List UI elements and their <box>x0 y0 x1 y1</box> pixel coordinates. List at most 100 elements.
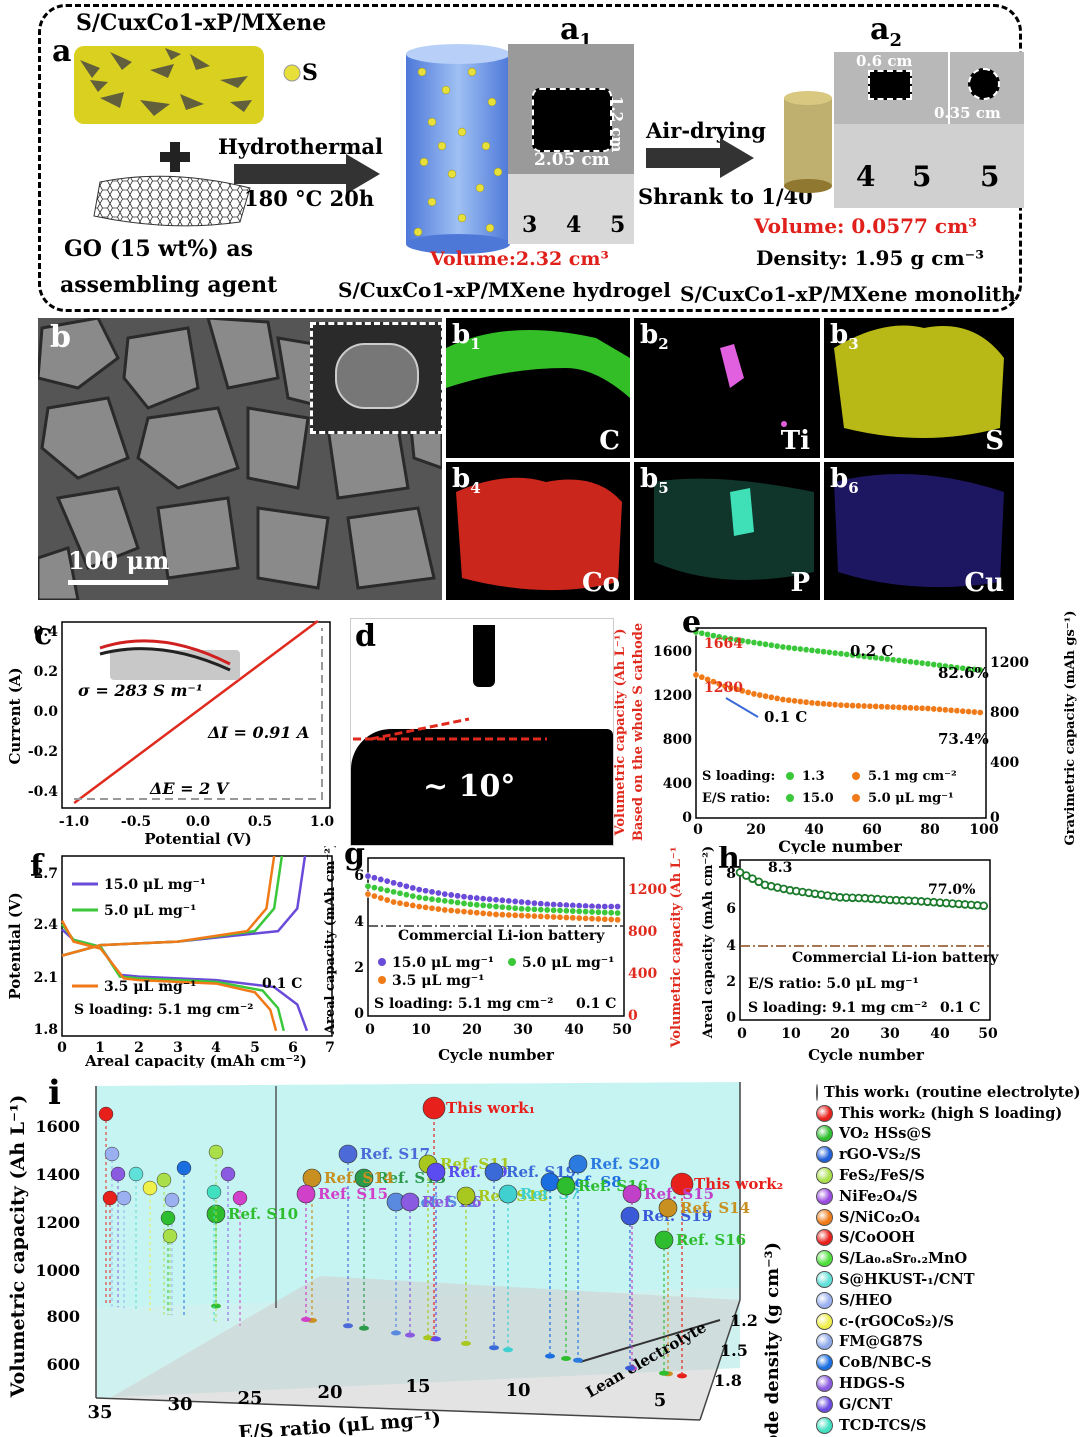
y-tick: 400 <box>663 776 692 792</box>
floor-shadow <box>625 1365 635 1371</box>
commercial-label: Commercial Li-ion battery <box>792 950 999 966</box>
x-tick: 30 <box>513 1022 533 1038</box>
floor <box>110 1276 740 1420</box>
cycle-marker <box>370 874 378 882</box>
legend-label: 3.5 μL mg⁻¹ <box>104 979 196 995</box>
map-label: b2 <box>640 320 669 354</box>
z-tick: 1400 <box>35 1165 80 1184</box>
reference-ball <box>128 1166 144 1182</box>
reference-label: Ref. S17 <box>360 1145 430 1163</box>
x-tick: 25 <box>237 1388 262 1409</box>
graphene-oxide-sheet-icon <box>93 175 251 227</box>
x-tick: 4 <box>211 1040 221 1056</box>
x-tick: 50 <box>612 1022 632 1038</box>
panel-a-label: a <box>52 34 72 69</box>
cycle-marker <box>537 912 545 920</box>
legend-marker <box>852 772 860 780</box>
legend-green: 15.0 <box>802 791 834 806</box>
legend-row: S/HEO <box>816 1290 1078 1311</box>
cycle-marker <box>569 914 577 922</box>
cycle-marker <box>441 890 449 898</box>
cycle-marker <box>767 693 775 701</box>
cycle-marker <box>473 909 481 917</box>
y-axis-label: Current (A) <box>6 667 24 764</box>
z-tick: 800 <box>47 1307 80 1326</box>
reference-ball <box>156 1172 172 1188</box>
y-tick: 6 <box>726 901 736 917</box>
floor-shadow <box>431 1336 441 1342</box>
rate-orange: 0.1 C <box>764 708 807 726</box>
y-tick: -0.2 <box>28 744 58 760</box>
cycle-marker <box>785 696 793 704</box>
x-axis-label: Potential (V) <box>144 830 251 846</box>
cycle-marker <box>965 708 973 716</box>
reference-ball <box>160 1210 176 1226</box>
legend-ball-icon <box>816 1312 833 1330</box>
cycle-marker <box>837 650 845 658</box>
rate-label: 0.1 C <box>262 976 302 992</box>
cycle-marker <box>530 905 538 913</box>
cycle-marker <box>762 640 770 648</box>
cycle-marker <box>907 658 915 666</box>
cycle-marker <box>825 648 833 656</box>
reference-ball <box>110 1166 126 1182</box>
hydrogel-caption: S/CuxCo1-xP/MXene hydrogel <box>338 278 671 302</box>
cycle-marker <box>511 904 519 912</box>
cell-photo-icon <box>99 639 240 680</box>
cycle-marker <box>383 896 391 904</box>
y-tick: 0.2 <box>34 664 58 680</box>
go-line1: GO (15 wt%) as <box>64 236 254 262</box>
cycle-marker <box>860 702 868 710</box>
legend-row: S/NiCo₂O₄ <box>816 1207 1078 1228</box>
x-tick: 0 <box>693 822 703 838</box>
x-tick: 20 <box>830 1026 850 1042</box>
sulfur-ball-icon <box>283 64 301 82</box>
reference-ball <box>116 1190 132 1206</box>
cycle-marker <box>409 892 417 900</box>
cycle-marker <box>383 886 391 894</box>
cycle-marker <box>767 641 775 649</box>
legend-orange: 5.1 mg cm⁻² <box>868 769 957 784</box>
reference-ball <box>98 1106 114 1122</box>
legend-row: CoB/NBC-S <box>816 1352 1078 1373</box>
floor-shadow <box>461 1341 471 1346</box>
cycle-marker <box>454 907 462 915</box>
legend-label: 15.0 μL mg⁻¹ <box>104 877 206 893</box>
cycle-marker <box>364 882 372 890</box>
cycle-marker <box>530 899 538 907</box>
cycle-marker <box>466 900 474 908</box>
legend-ball-icon <box>816 1229 833 1247</box>
reference-label: Ref. S16 <box>676 1231 746 1249</box>
cycle-marker <box>556 913 564 921</box>
legend-label: 15.0 μL mg⁻¹ <box>392 955 494 971</box>
floor-shadow <box>359 1325 369 1331</box>
y-axis-label: Cathode density (g cm⁻³) <box>762 1242 783 1437</box>
y2-axis-label: Volumetric capacity (Ah L⁻¹) <box>669 846 684 1049</box>
cycle-marker <box>601 903 609 911</box>
y-tick: 2 <box>726 974 736 990</box>
reference-ball <box>400 1192 420 1212</box>
chart-c: σ = 283 S m⁻¹ ΔI = 0.91 A ΔE = 2 V c 0.4… <box>6 617 334 846</box>
x-tick: 20 <box>317 1382 342 1403</box>
y-axis-label: Areal capacity (mAh cm⁻²) <box>701 846 716 1039</box>
sem-particles <box>38 318 442 600</box>
cycle-marker <box>454 892 462 900</box>
cycle-marker <box>976 666 984 674</box>
legend-row: c-(rGOCoS₂)/S <box>816 1311 1078 1332</box>
reference-ball <box>354 1168 374 1188</box>
cycle-marker <box>492 896 500 904</box>
legend-row: S/La₀.₈Sr₀.₂MnO <box>816 1248 1078 1269</box>
cycle-marker <box>750 639 758 647</box>
legend-marker <box>786 794 794 802</box>
legend-green: 1.3 <box>802 769 825 784</box>
x-tick: 30 <box>880 1026 900 1042</box>
legend-text: This work₁ (routine electrolyte) <box>824 1083 1080 1101</box>
cycle-marker <box>377 875 385 883</box>
floor-shadow <box>677 1373 687 1379</box>
reference-ball <box>622 1184 642 1204</box>
chart-e: e 1664 1280 0.2 C 0.1 C 82.6% 73.4% S lo… <box>613 606 1078 854</box>
x-tick: 30 <box>167 1394 192 1415</box>
scale-bar-label: 100 μm <box>68 546 170 575</box>
cycle-marker <box>498 896 506 904</box>
cycle-marker <box>614 916 622 924</box>
